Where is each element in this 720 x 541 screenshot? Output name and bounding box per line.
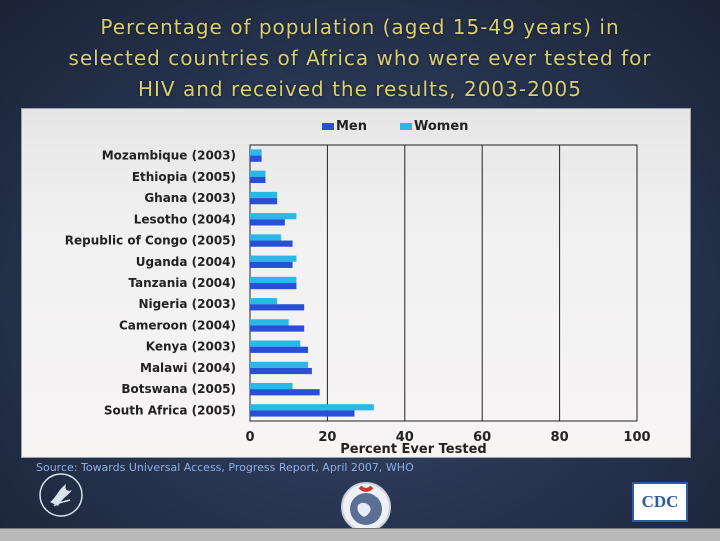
- x-tick-label: 40: [396, 430, 414, 445]
- title-line-1: Percentage of population (aged 15-49 yea…: [100, 15, 620, 39]
- cdc-logo-text: CDC: [641, 492, 679, 511]
- bar-men: [250, 219, 285, 226]
- x-tick-label: 60: [473, 430, 491, 445]
- bar-women: [250, 170, 266, 177]
- category-label: Botswana (2005): [121, 382, 236, 396]
- bar-women: [250, 382, 293, 390]
- x-tick-label: 80: [551, 430, 569, 445]
- bar-women: [250, 149, 262, 156]
- bar-women: [250, 276, 297, 283]
- category-label: Tanzania (2004): [128, 276, 236, 290]
- x-axis-label: Percent Ever Tested: [340, 442, 486, 457]
- title-line-3: HIV and received the results, 2003-2005: [137, 77, 582, 101]
- category-label: Ethiopia (2005): [132, 170, 236, 184]
- category-label: Kenya (2003): [146, 340, 236, 354]
- legend-swatch: [322, 123, 334, 130]
- title-line-2: selected countries of Africa who were ev…: [68, 46, 652, 70]
- slide-title: Percentage of population (aged 15-49 yea…: [20, 12, 700, 105]
- bar-men: [250, 304, 305, 311]
- bar-women: [250, 404, 374, 411]
- plot-frame: [249, 144, 638, 422]
- x-tick-label: 20: [318, 430, 336, 445]
- x-tick-label: 0: [245, 430, 254, 445]
- chart-panel: Men Women Mozambique (2003) Ethiopia (2005)…: [21, 108, 691, 458]
- legend-swatch: [400, 123, 412, 130]
- bar-women: [250, 361, 309, 368]
- bar-men: [250, 283, 297, 290]
- bar-men: [250, 410, 355, 417]
- bar-men: [250, 346, 309, 353]
- bar-men: [250, 325, 305, 332]
- bar-women: [250, 298, 278, 305]
- bar-women: [250, 191, 278, 199]
- hhs-eagle-icon: [39, 473, 83, 517]
- category-label: Malawi (2004): [140, 361, 236, 375]
- cdc-logo: CDC: [632, 482, 688, 522]
- bar-women: [250, 255, 297, 262]
- bar-women: [250, 319, 289, 326]
- category-label: Cameroon (2004): [119, 318, 236, 332]
- bar-women: [250, 213, 297, 220]
- category-label: South Africa (2005): [104, 403, 236, 417]
- bar-women: [250, 234, 281, 241]
- bar-men: [250, 198, 278, 205]
- bar-men: [250, 367, 312, 375]
- bar-women: [250, 340, 301, 347]
- bar-men: [250, 389, 320, 396]
- category-label: Ghana (2003): [144, 191, 236, 205]
- bar-men: [250, 176, 266, 184]
- x-tick-label: 100: [623, 430, 650, 445]
- source-note: Source: Towards Universal Access, Progre…: [36, 461, 414, 474]
- category-label: Mozambique (2003): [102, 149, 236, 163]
- bar-men: [250, 155, 262, 162]
- category-label: Nigeria (2003): [138, 297, 236, 311]
- bar-men: [250, 261, 293, 268]
- category-label: Lesotho (2004): [134, 212, 236, 226]
- legend-label: Men: [336, 119, 367, 134]
- legend-label: Women: [414, 119, 468, 134]
- bar-men: [250, 240, 293, 247]
- category-label: Republic of Congo (2005): [65, 234, 236, 248]
- bar-chart: Men Women Mozambique (2003) Ethiopia (2005)…: [65, 119, 651, 457]
- globe-icon: [341, 482, 391, 532]
- category-label: Uganda (2004): [136, 255, 236, 269]
- taskbar: [0, 528, 720, 541]
